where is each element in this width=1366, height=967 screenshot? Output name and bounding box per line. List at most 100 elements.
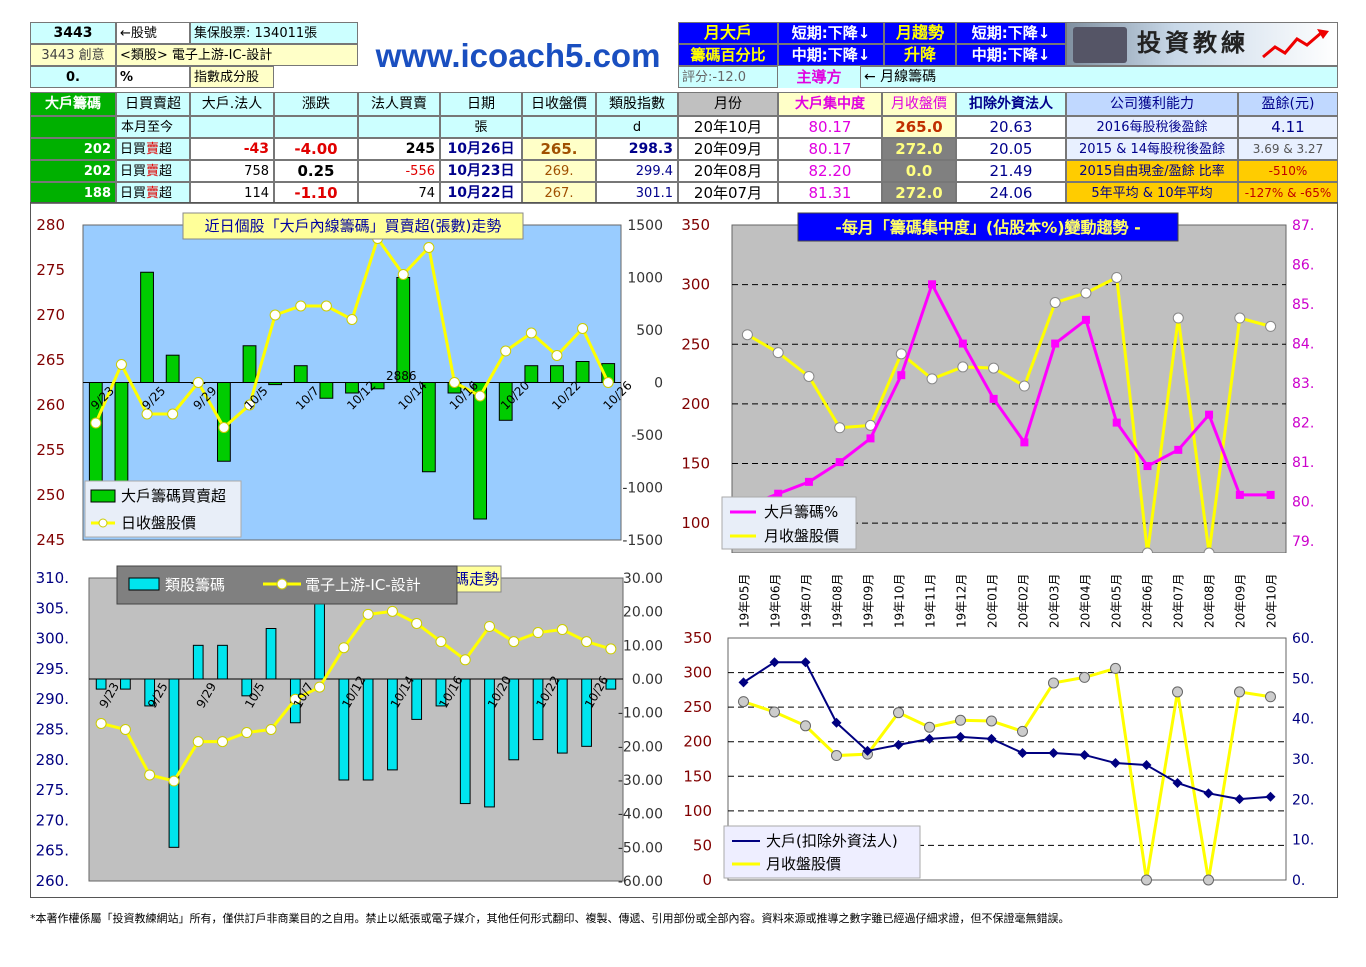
point-month-price-12 — [1110, 662, 1121, 674]
subheader-1: 本月至今 — [116, 116, 190, 138]
mcol-header-2: 月收盤價 — [882, 92, 956, 116]
y-left-tick: 0 — [702, 871, 712, 889]
mrow-0-col-3: 20.63 — [956, 116, 1066, 138]
point-sector-8 — [289, 693, 301, 705]
point-close-12 — [397, 269, 409, 280]
point-sector-14 — [435, 636, 447, 648]
y-right-tick: -1500 — [622, 533, 663, 549]
row-2-col-2: 114 — [190, 182, 274, 204]
y-right-tick: 1000 — [627, 271, 663, 287]
point-major-0 — [738, 677, 749, 688]
row-2-col-3: -1.10 — [274, 182, 358, 204]
buy-sell-part: 日買 — [120, 141, 147, 157]
point-close-4 — [192, 377, 204, 388]
point-concentration-6 — [928, 280, 937, 289]
bar-sector-5 — [217, 644, 228, 680]
y-left-tick: 255 — [36, 441, 65, 459]
point-close-20 — [602, 377, 614, 388]
y-left-tick: 270 — [36, 306, 65, 324]
point-month-price-12 — [1111, 271, 1123, 283]
mrow-3-col-2: 272.0 — [882, 182, 956, 204]
x-month-label: 19年09月 — [862, 573, 876, 628]
y-right-tick: -10.00 — [618, 706, 663, 722]
legend-label: 大戶籌碼買賣超 — [121, 487, 226, 505]
title-box — [182, 212, 524, 240]
y-left-tick: 200 — [683, 733, 712, 751]
buy-sell-part: 超 — [159, 141, 173, 157]
subheader-4 — [358, 116, 440, 138]
title-box — [797, 212, 1179, 242]
point-concentration-8 — [989, 394, 998, 403]
mrow-2-col-1: 82.20 — [778, 160, 882, 182]
mid-term-down-2: 中期:下降↓ — [956, 44, 1066, 66]
point-month-price-10 — [1049, 297, 1061, 309]
x-month-label: 20年10月 — [1265, 573, 1279, 628]
legend-box — [723, 825, 921, 879]
point-concentration-16 — [1235, 490, 1244, 499]
point-sector-4 — [192, 736, 204, 748]
point-sector-1 — [119, 724, 131, 735]
chart-grid-frame — [30, 202, 1338, 898]
mrow-2-col-5: -510% — [1238, 160, 1338, 182]
leader-label: 主導方 — [778, 66, 860, 88]
stock-code: 3443 — [30, 22, 116, 44]
point-month-price-14 — [1172, 686, 1183, 698]
y-left-tick: 350 — [683, 629, 712, 647]
x-month-label: 20年01月 — [986, 573, 1000, 628]
mrow-2-col-4: 2015自由現金/盈餘 比率 — [1066, 160, 1238, 182]
point-close-9 — [320, 300, 332, 312]
point-month-price-5 — [893, 707, 904, 719]
point-major-12 — [1110, 758, 1121, 769]
point-close-18 — [551, 350, 563, 361]
y-left-tick: 150 — [683, 767, 712, 785]
point-close-8 — [295, 300, 307, 312]
row-1-col-5: 10月23日 — [440, 160, 522, 182]
point-sector-20 — [581, 636, 593, 648]
legend-label: 類股籌碼 — [165, 576, 225, 594]
point-close-16 — [500, 345, 512, 357]
point-month-price-5 — [895, 348, 907, 360]
point-concentration-11 — [1081, 315, 1090, 324]
point-month-price-7 — [957, 361, 969, 373]
point-concentration-14 — [1174, 445, 1183, 454]
copyright-footer: *本著作權係屬「投資教練網站」所有，僅供訂戶非商業目的之自用。禁止以紙張或電子媒… — [30, 912, 1070, 925]
y-right-tick: 0.00 — [632, 672, 663, 688]
bar-sector-17 — [508, 678, 520, 761]
x-month-label: 20年06月 — [1141, 573, 1155, 628]
y-left-tick: 300 — [681, 276, 710, 294]
row-1-col-7: 299.4 — [596, 160, 678, 182]
point-close-13 — [423, 242, 435, 253]
mid-term-down: 中期:下降↓ — [778, 44, 884, 66]
row-0-col-6: 265. — [522, 138, 596, 160]
y-right-tick: 500 — [636, 323, 663, 339]
point-close-17 — [525, 327, 537, 339]
row-2-col-1: 日買賣超 — [116, 182, 190, 204]
row-2-col-7: 301.1 — [596, 182, 678, 204]
legend-label: 月收盤股價 — [766, 855, 841, 873]
bar-chip-15 — [473, 382, 488, 520]
bar-chip-13 — [421, 382, 436, 473]
site-url[interactable]: www.icoach5.com — [375, 36, 661, 74]
point-close-15 — [474, 390, 486, 402]
mrow-3-col-5: -127% & -65% — [1238, 182, 1338, 204]
bar-chip-9 — [319, 382, 334, 399]
point-concentration-10 — [1051, 339, 1060, 348]
row-1-col-6: 269. — [522, 160, 596, 182]
x-month-label: 19年11月 — [924, 573, 938, 628]
point-major-16 — [1234, 794, 1245, 805]
chip-pct: 籌碼百分比 — [678, 44, 778, 66]
bar-sector-4 — [192, 644, 204, 680]
stock-code-label: ←股號 — [116, 22, 190, 44]
logo-chart-icon — [1262, 29, 1329, 59]
buy-sell-part: 超 — [159, 185, 173, 201]
point-sector-21 — [605, 643, 617, 655]
mrow-2-col-3: 21.49 — [956, 160, 1066, 182]
col-header-1: 日買賣超 — [116, 92, 190, 116]
bar-sector-11 — [362, 678, 374, 781]
month-big: 月大戶 — [678, 22, 778, 44]
y-left-tick: 310. — [36, 569, 69, 587]
mrow-0-col-0: 20年10月 — [678, 116, 778, 138]
x-month-label: 19年12月 — [955, 573, 969, 628]
mrow-3-col-4: 5年平均 & 10年平均 — [1066, 182, 1238, 204]
point-major-15 — [1203, 788, 1214, 799]
